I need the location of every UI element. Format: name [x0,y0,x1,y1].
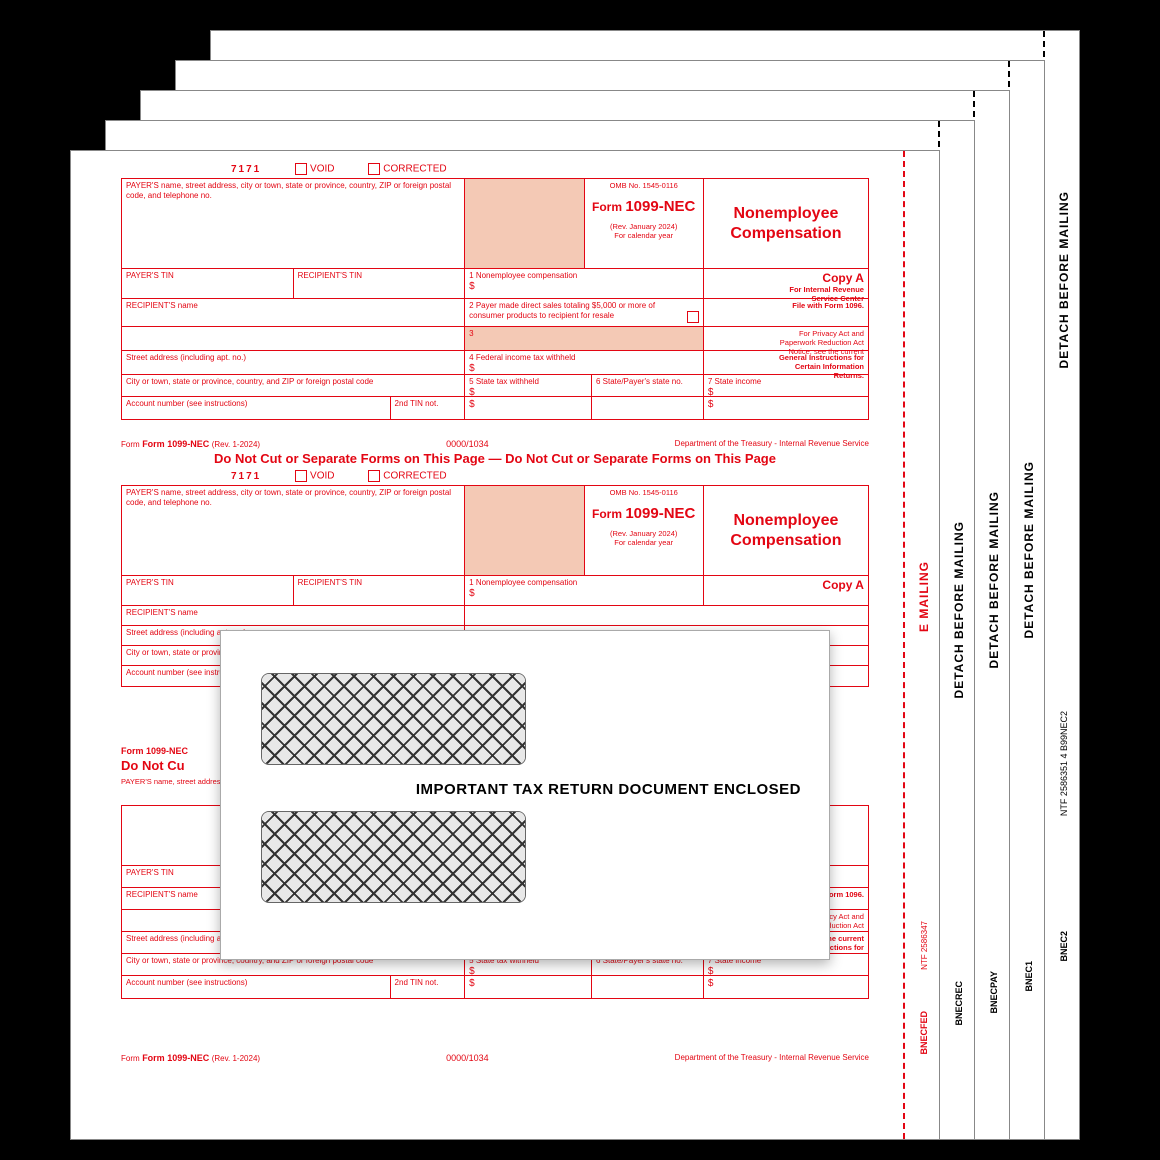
detach-text: DETACH BEFORE MAILING [1057,191,1071,368]
city: City or town, state or province, country… [122,375,465,396]
stub-code: BNEC1 [1024,961,1034,992]
top-checks: 7171 VOID CORRECTED [231,163,447,175]
detach-text: DETACH BEFORE MAILING [1022,461,1036,638]
ntf-code: NTF 2586347 [920,921,929,970]
box-6: 6 State/Payer's state no. [592,375,704,396]
do-not-cut-1: Do Not Cut or Separate Forms on This Pag… [121,451,869,466]
form-footer: Form Form 1099-NEC (Rev. 1-2024) 0000/10… [121,439,869,449]
box-1: 1 Nonemployee compensation$ [465,269,704,298]
stub-code: BNECFED [919,1011,929,1055]
street: Street address (including apt. no.) [122,351,465,374]
file-with: File with Form 1096. [704,299,868,326]
recipient-name: RECIPIENT'S name [122,299,465,326]
copy-a: Copy A For Internal Revenue Service Cent… [704,269,868,298]
stub-strip-front: E MAILING NTF 2586347 BNECFED [903,151,939,1139]
stub-strip: DETACH BEFORE MAILING BNECREC [938,121,974,1139]
envelope-text: IMPORTANT TAX RETURN DOCUMENT ENCLOSED [416,781,801,798]
form-grid: PAYER'S name, street address, city or to… [121,178,869,420]
stub-code: BNECREC [954,981,964,1026]
void-check: VOID [291,163,334,175]
box-5: 5 State tax withheld$ [465,375,592,396]
payer-tin: PAYER'S TIN [122,269,294,298]
privacy: For Privacy Act andPaperwork Reduction A… [704,327,868,350]
form-title: NonemployeeCompensation [704,179,868,268]
tin2: 2nd TIN not. [391,397,466,419]
stub-code: BNEC2 [1059,931,1069,962]
detach-text: E MAILING [917,561,931,632]
stub-strip: DETACH BEFORE MAILING NTF 2586351 4 B99N… [1043,31,1079,1139]
envelope-window-bottom [261,811,526,903]
recipient-tin: RECIPIENT'S TIN [294,269,466,298]
corrected-check: CORRECTED [364,163,446,175]
stub-extra: NTF 2586351 4 B99NEC2 [1059,711,1069,816]
stub-strip: DETACH BEFORE MAILING BNEC1 [1008,61,1044,1139]
title-block: OMB No. 1545-0116 Form 1099-NEC (Rev. Ja… [585,179,704,268]
form-1099-nec: 7171 VOID CORRECTED PAYER'S name, street… [121,163,869,449]
box-2: 2 Payer made direct sales totaling $5,00… [465,299,704,326]
box-4: 4 Federal income tax withheld$ [465,351,704,374]
payer-info: PAYER'S name, street address, city or to… [122,179,465,268]
box-7: 7 State income$ [704,375,868,396]
envelope: IMPORTANT TAX RETURN DOCUMENT ENCLOSED [220,630,830,960]
stub-code: BNECPAY [989,971,999,1014]
year-box [465,179,584,268]
form-code: 7171 [231,164,261,175]
detach-text: DETACH BEFORE MAILING [952,521,966,698]
stub-strip: DETACH BEFORE MAILING BNECPAY [973,91,1009,1139]
envelope-window-top [261,673,526,765]
detach-text: DETACH BEFORE MAILING [987,491,1001,668]
account: Account number (see instructions) [122,397,391,419]
box-3: 3 [465,327,704,350]
